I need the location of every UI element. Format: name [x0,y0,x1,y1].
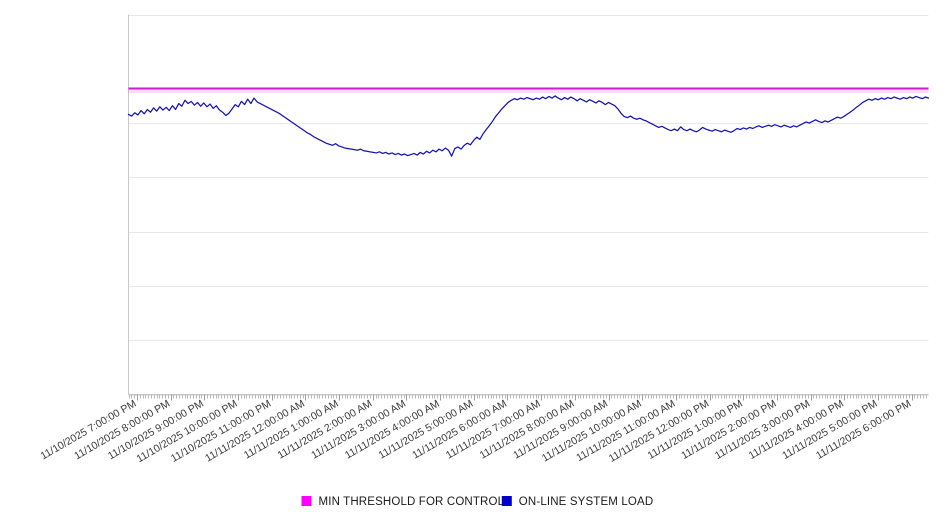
series-layer [127,87,930,157]
legend-item[interactable]: MIN THRESHOLD FOR CONTROL [301,496,505,508]
plot-frame [128,14,929,395]
legend-label: MIN THRESHOLD FOR CONTROL [319,496,505,508]
series-on-line-system-load [127,95,930,157]
gridlines [128,15,929,396]
legend-label: ON-LINE SYSTEM LOAD [519,496,654,508]
x-axis-ticks [129,394,927,401]
legend-item[interactable]: ON-LINE SYSTEM LOAD [501,496,654,508]
legend-swatch [501,496,512,506]
legend-swatch [301,496,312,506]
chart-legend: MIN THRESHOLD FOR CONTROL ON-LINE SYSTEM … [301,496,654,508]
